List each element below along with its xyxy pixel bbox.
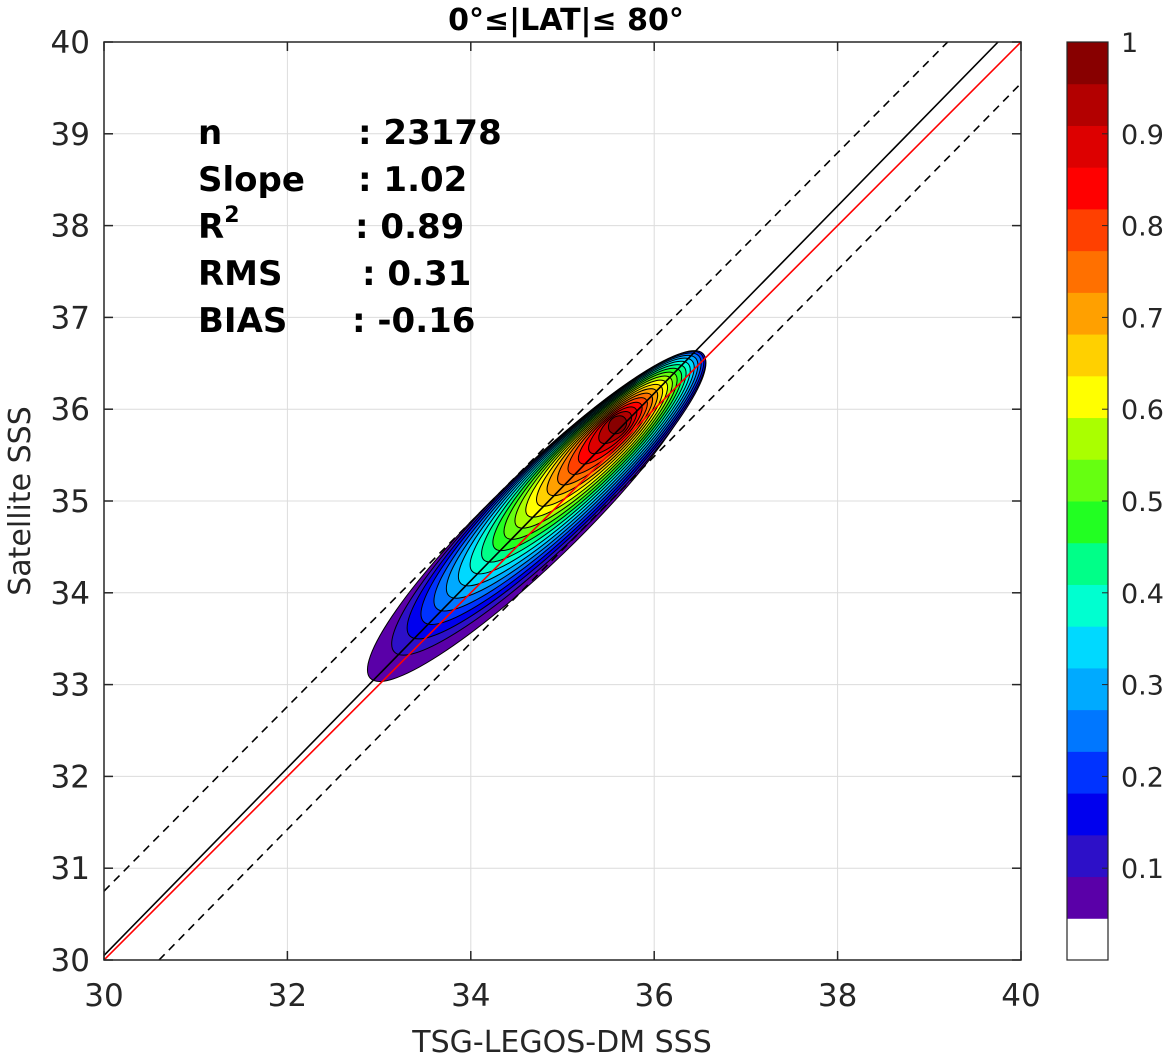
colorbar-segment xyxy=(1067,83,1108,126)
stat-label: n xyxy=(198,113,222,153)
y-tick-label: 40 xyxy=(51,25,90,61)
colorbar-segment xyxy=(1067,459,1108,502)
stat-value: : 0.31 xyxy=(362,254,471,294)
colorbar-segment xyxy=(1067,334,1108,377)
colorbar: 0.1 0.2 0.3 0.4 0.5 0.6 0.7 0.8 0.9 1 xyxy=(1066,28,1164,961)
colorbar-tick-label: 0.5 xyxy=(1121,487,1164,518)
density-contour-level xyxy=(607,415,628,435)
colorbar-segment xyxy=(1067,417,1108,460)
stat-value: : 1.02 xyxy=(358,160,467,200)
y-tick-label: 33 xyxy=(51,668,90,704)
y-tick-label: 37 xyxy=(51,300,90,336)
upper-envelope-line xyxy=(104,42,949,892)
colorbar-tick-label: 0.6 xyxy=(1121,395,1164,426)
colorbar-tick-label: 0.9 xyxy=(1121,120,1164,151)
x-tick-label: 36 xyxy=(634,978,673,1014)
colorbar-segment xyxy=(1067,584,1108,627)
colorbar-segment xyxy=(1067,626,1108,669)
y-tick-label: 38 xyxy=(51,209,90,245)
colorbar-tick-label: 0.4 xyxy=(1121,579,1164,610)
stat-value: : 0.89 xyxy=(355,207,464,247)
chart-title: 0°≤|LAT|≤ 80° xyxy=(448,3,684,38)
stat-label: RMS xyxy=(198,254,283,294)
colorbar-segment xyxy=(1067,375,1108,419)
colorbar-segment xyxy=(1067,876,1108,919)
stat-label: Slope xyxy=(198,160,305,200)
colorbar-segment xyxy=(1067,542,1108,585)
colorbar-tick-label: 0.8 xyxy=(1121,212,1164,243)
colorbar-segment xyxy=(1067,793,1108,836)
regression-line xyxy=(104,42,999,956)
y-tick-label: 34 xyxy=(51,576,90,612)
colorbar-segment xyxy=(1067,208,1108,252)
x-tick-label: 30 xyxy=(84,978,123,1014)
x-tick-label: 38 xyxy=(818,978,857,1014)
colorbar-tick-label: 0.7 xyxy=(1121,303,1164,334)
colorbar-segment xyxy=(1067,167,1108,210)
y-tick-label: 39 xyxy=(51,117,90,153)
colorbar-segment xyxy=(1067,292,1108,335)
colorbar-segment xyxy=(1067,834,1108,878)
y-tick-label: 35 xyxy=(51,484,90,520)
x-axis-label: TSG-LEGOS-DM SSS xyxy=(411,1025,712,1055)
x-tick-label: 34 xyxy=(451,978,490,1014)
x-tick-label: 32 xyxy=(268,978,307,1014)
grid-lines xyxy=(103,41,1022,961)
colorbar-segment xyxy=(1067,918,1108,961)
axis-ticks: 30 32 34 36 38 40 30 31 32 33 34 35 36 37 38 39 40 xyxy=(51,25,1041,1014)
colorbar-tick-label: 0.3 xyxy=(1121,671,1164,702)
stat-value: : -0.16 xyxy=(352,301,475,341)
lower-envelope-line xyxy=(158,82,1021,960)
reference-lines xyxy=(104,42,1021,960)
colorbar-tick-label: 0.2 xyxy=(1121,762,1164,793)
colorbar-segment xyxy=(1067,751,1108,794)
one-to-one-line xyxy=(104,42,1021,960)
colorbar-segment xyxy=(1067,42,1108,85)
y-tick-label: 36 xyxy=(51,392,90,428)
colorbar-segment xyxy=(1067,250,1108,293)
x-tick-label: 40 xyxy=(1001,978,1040,1014)
stat-label: BIAS xyxy=(198,301,287,341)
y-tick-label: 30 xyxy=(51,943,90,979)
colorbar-tick-label: 1 xyxy=(1121,28,1138,59)
y-tick-label: 31 xyxy=(51,851,90,887)
colorbar-segment xyxy=(1067,709,1108,752)
y-tick-label: 32 xyxy=(51,759,90,795)
colorbar-segment xyxy=(1067,667,1108,711)
stat-superscript: 2 xyxy=(224,203,239,228)
stat-value: : 23178 xyxy=(358,113,502,153)
colorbar-tick-label: 0.1 xyxy=(1121,854,1164,885)
y-axis-label: Satellite SSS xyxy=(3,406,38,596)
colorbar-segment xyxy=(1067,125,1108,168)
colorbar-segment xyxy=(1067,501,1108,544)
